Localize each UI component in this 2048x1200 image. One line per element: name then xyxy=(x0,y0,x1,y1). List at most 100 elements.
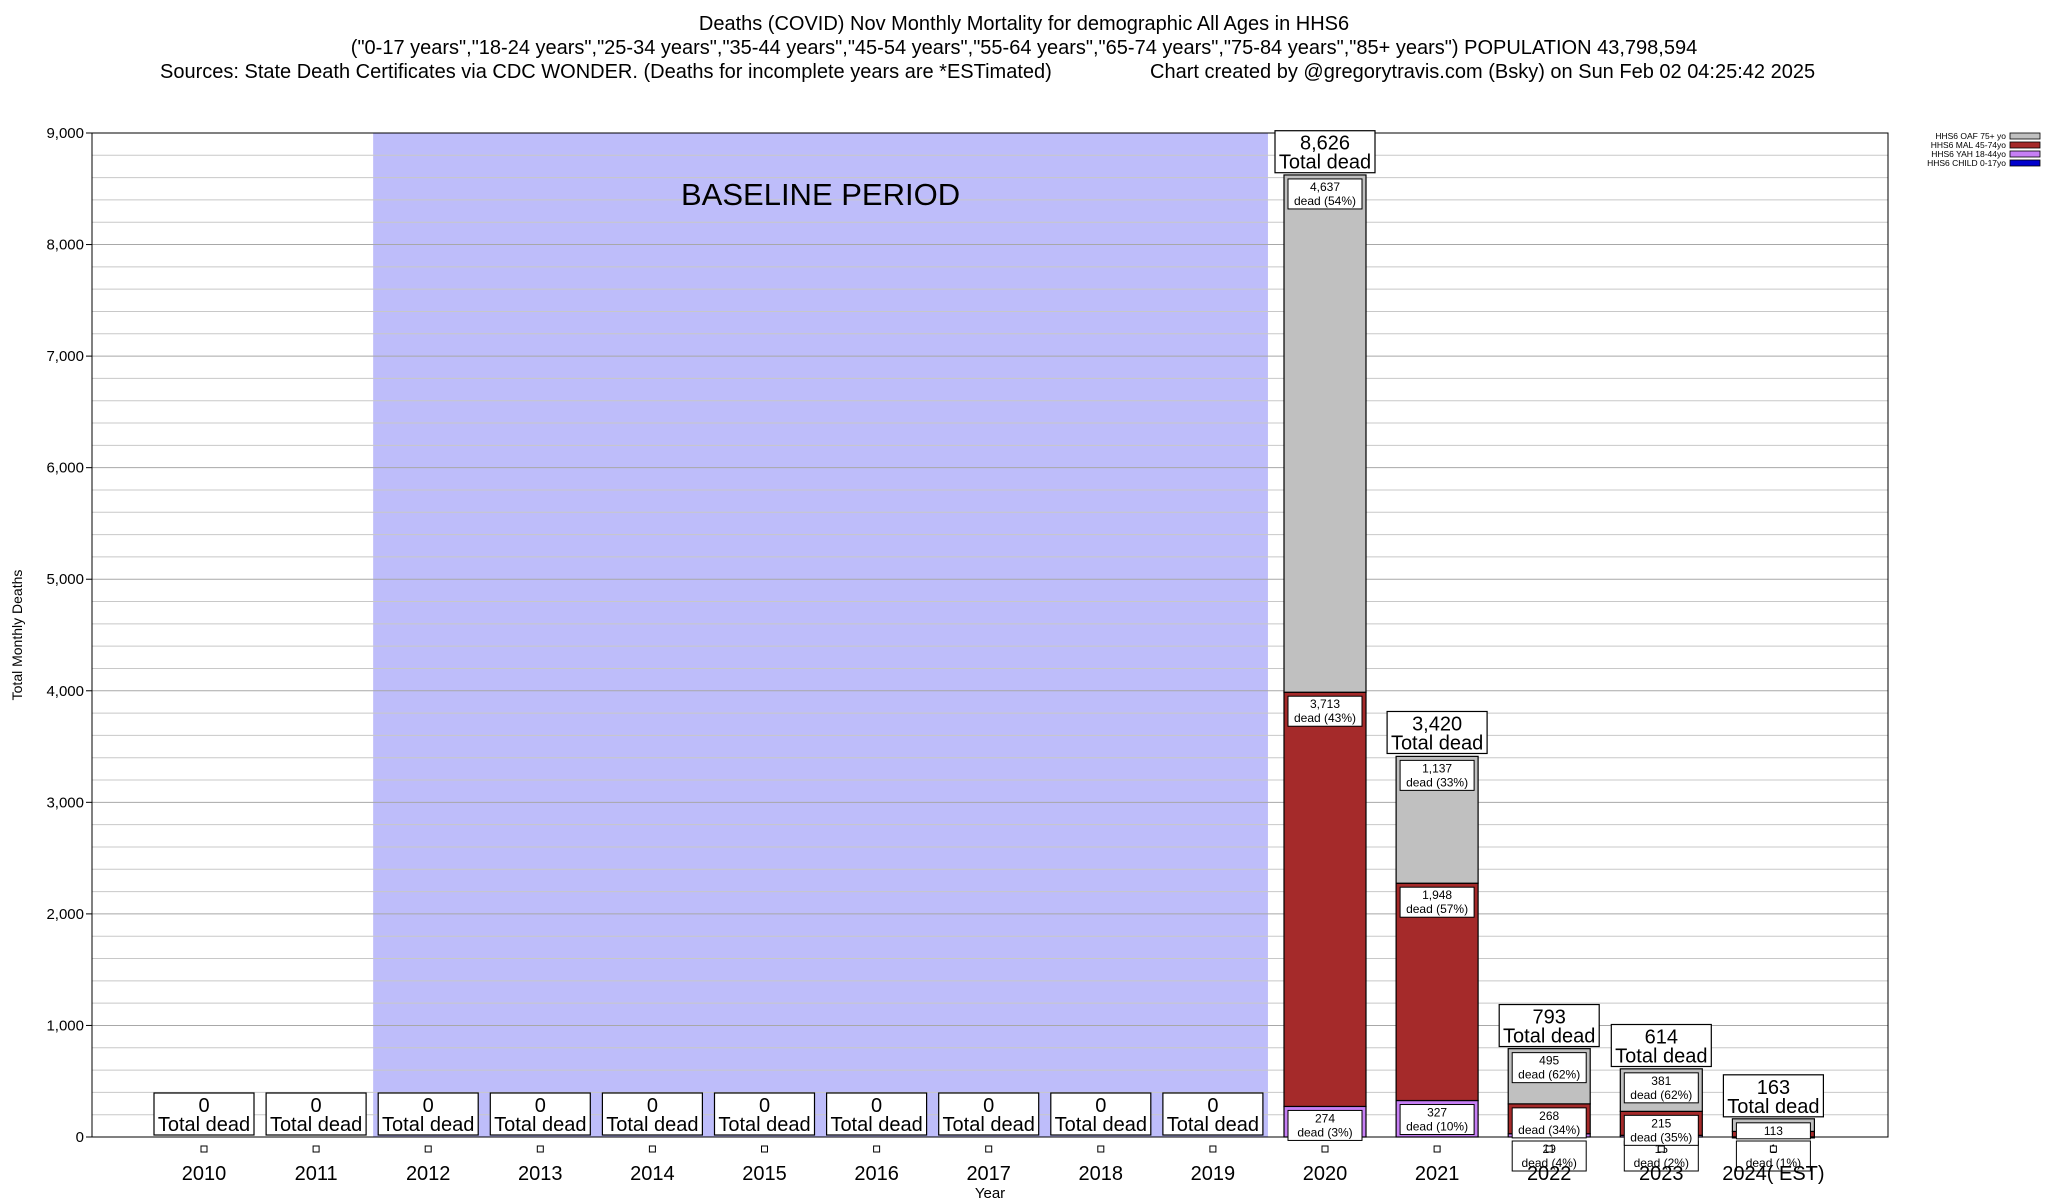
total-label-box xyxy=(1050,1092,1152,1136)
category-marker xyxy=(1657,1145,1665,1153)
segment-label-box xyxy=(1399,759,1475,791)
category-marker xyxy=(1545,1145,1553,1153)
legend-label: HHS6 YAH 18-44yo xyxy=(1931,149,2006,159)
y-tick-label: 6,000 xyxy=(46,460,84,477)
plot-frame xyxy=(91,132,1889,1138)
segment-percent-label: dead (3%) xyxy=(1297,1125,1352,1139)
y-tick-label: 9,000 xyxy=(46,125,84,142)
segment-value-label: 381 xyxy=(1651,1074,1671,1088)
segment-label-box xyxy=(1399,886,1475,918)
x-category-label: 2021 xyxy=(1415,1163,1460,1185)
x-category-label: 2017 xyxy=(966,1163,1011,1185)
total-suffix-label: Total dead xyxy=(943,1114,1035,1136)
y-tick-label: 7,000 xyxy=(46,348,84,365)
segment-label-box xyxy=(1399,1104,1475,1136)
chart-sources: Sources: State Death Certificates via CD… xyxy=(160,61,1052,83)
x-category-label: 2024( EST) xyxy=(1722,1163,1824,1185)
bar-segment xyxy=(1283,691,1367,1108)
chart-subtitle: ("0-17 years","18-24 years","25-34 years… xyxy=(350,37,1698,59)
total-label-box xyxy=(153,1092,255,1136)
total-label-box xyxy=(1610,1023,1712,1068)
category-marker xyxy=(985,1145,993,1153)
chart-title: Deaths (COVID) Nov Monthly Mortality for… xyxy=(698,13,1350,35)
segment-value-label: 1,137 xyxy=(1422,761,1452,775)
segment-label-box xyxy=(1287,695,1363,727)
segment-label-box xyxy=(1623,1072,1699,1104)
total-label-box xyxy=(1162,1092,1264,1136)
total-suffix-label: Total dead xyxy=(606,1114,698,1136)
chart-credit: Chart created by @gregorytravis.com (Bsk… xyxy=(1150,61,1816,83)
bar-segment xyxy=(1395,882,1479,1102)
segment-percent-label: dead (54%) xyxy=(1294,194,1356,208)
category-marker xyxy=(1769,1145,1777,1153)
x-category-label: 2023 xyxy=(1639,1163,1684,1185)
total-suffix-label: Total dead xyxy=(1727,1096,1819,1118)
segment-value-label: 215 xyxy=(1651,1116,1671,1130)
segment-percent-label: dead (62%) xyxy=(1630,1088,1692,1102)
total-value-label: 0 xyxy=(1207,1095,1218,1117)
total-suffix-label: Total dead xyxy=(1503,1026,1595,1048)
total-label-box xyxy=(1274,130,1376,174)
total-value-label: 0 xyxy=(983,1095,994,1117)
bar-segment xyxy=(1283,174,1367,693)
total-label-box xyxy=(265,1092,367,1136)
x-category-label: 2010 xyxy=(182,1163,227,1185)
total-label-box xyxy=(1722,1074,1825,1118)
segment-value-label: 113 xyxy=(1764,1124,1783,1138)
y-tick-label: 0 xyxy=(76,1129,84,1146)
total-suffix-label: Total dead xyxy=(830,1114,922,1136)
segment-percent-label: dead (1%) xyxy=(1746,1156,1801,1170)
segment-percent-label: dead (4%) xyxy=(1522,1156,1577,1170)
segment-label-box xyxy=(1735,1122,1811,1140)
total-value-label: 0 xyxy=(423,1095,434,1117)
total-value-label: 0 xyxy=(647,1095,658,1117)
y-tick-label: 1,000 xyxy=(46,1017,84,1034)
x-category-label: 2014 xyxy=(630,1163,675,1185)
y-axis-label: Total Monthly Deaths xyxy=(9,570,25,701)
total-value-label: 0 xyxy=(759,1095,770,1117)
segment-value-label: 1,948 xyxy=(1422,888,1452,902)
category-marker xyxy=(761,1145,768,1153)
total-label-box xyxy=(713,1092,816,1136)
total-value-label: 8,626 xyxy=(1300,133,1350,155)
total-suffix-label: Total dead xyxy=(1055,1114,1147,1136)
total-suffix-label: Total dead xyxy=(382,1114,474,1136)
total-label-box xyxy=(1386,710,1488,755)
segment-label-box xyxy=(1287,1109,1363,1141)
segment-label-box xyxy=(1511,1107,1587,1139)
total-label-box xyxy=(938,1092,1040,1136)
total-label-box xyxy=(825,1092,928,1136)
category-marker xyxy=(648,1145,656,1153)
y-tick-label: 2,000 xyxy=(46,906,84,923)
x-category-label: 2013 xyxy=(518,1163,563,1185)
category-marker xyxy=(200,1145,208,1153)
segment-label-box xyxy=(1623,1114,1699,1146)
category-marker xyxy=(312,1145,320,1153)
segment-percent-label: dead (35%) xyxy=(1630,1130,1692,1144)
segment-percent-label: dead (43%) xyxy=(1294,711,1356,725)
legend-swatch xyxy=(2009,132,2041,140)
segment-percent-label: dead (62%) xyxy=(1518,1068,1580,1082)
x-category-label: 2011 xyxy=(295,1163,338,1185)
y-tick-label: 8,000 xyxy=(46,237,84,254)
x-category-label: 2015 xyxy=(742,1163,787,1185)
segment-percent-label: dead (33%) xyxy=(1406,775,1468,789)
baseline-band xyxy=(373,133,1268,1137)
total-label-box xyxy=(1498,1003,1600,1048)
total-suffix-label: Total dead xyxy=(270,1114,362,1136)
total-suffix-label: Total dead xyxy=(1391,732,1483,754)
segment-percent-label: dead (2%) xyxy=(1634,1156,1689,1170)
segment-label-box xyxy=(1511,1052,1587,1084)
legend-label: HHS6 CHILD 0-17yo xyxy=(1927,158,2006,168)
total-value-label: 0 xyxy=(871,1095,882,1117)
x-category-label: 2019 xyxy=(1191,1163,1236,1185)
x-category-label: 2012 xyxy=(406,1163,451,1185)
total-value-label: 614 xyxy=(1645,1027,1678,1049)
category-marker xyxy=(1321,1145,1329,1153)
total-label-box xyxy=(489,1092,591,1136)
x-category-label: 2020 xyxy=(1303,1163,1348,1185)
baseline-period-label: BASELINE PERIOD xyxy=(681,177,960,212)
x-category-label: 2022 xyxy=(1527,1163,1572,1185)
x-category-label: 2018 xyxy=(1079,1163,1124,1185)
